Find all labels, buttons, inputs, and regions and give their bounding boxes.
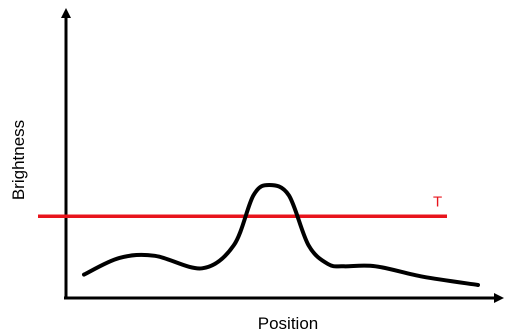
threshold-label: T: [433, 193, 442, 210]
y-axis-label: Brightness: [9, 120, 28, 200]
x-axis-label: Position: [258, 314, 318, 333]
brightness-curve: [82, 183, 480, 287]
